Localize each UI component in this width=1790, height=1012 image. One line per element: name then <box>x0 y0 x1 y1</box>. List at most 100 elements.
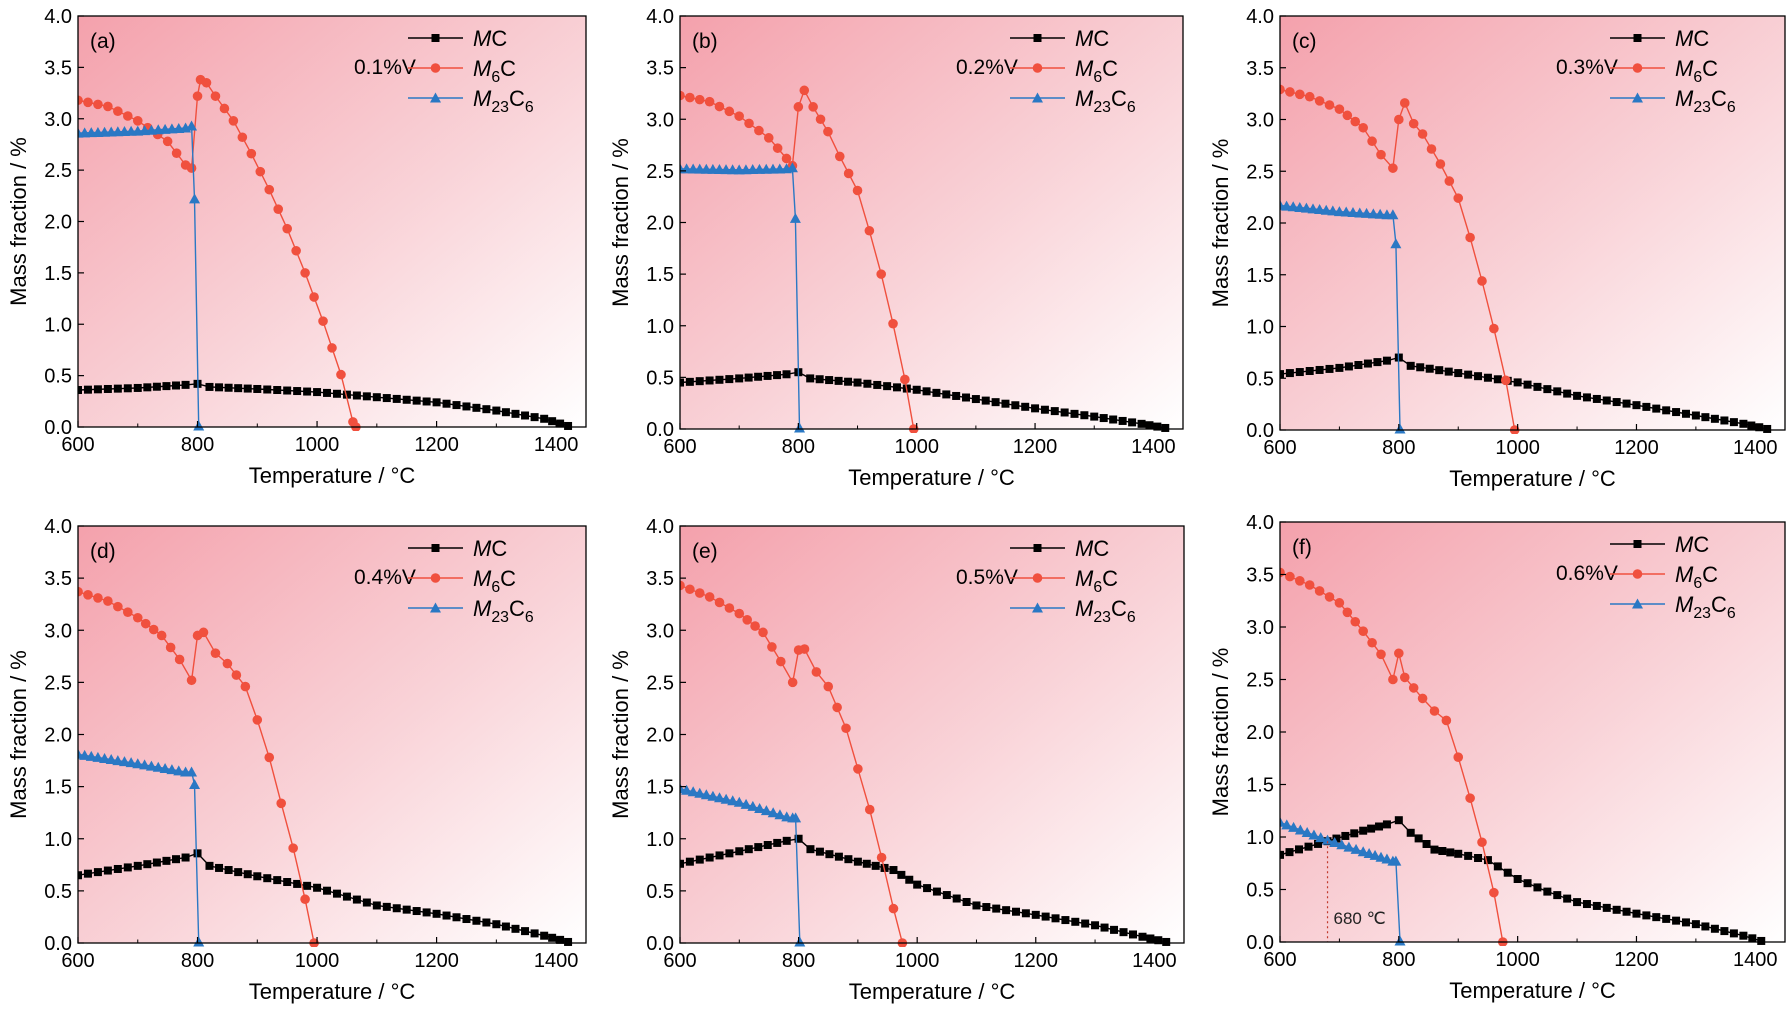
data-point-MC <box>392 904 401 913</box>
panel-label: (a) <box>90 30 116 53</box>
data-point-MC <box>342 390 351 399</box>
data-point-M6C <box>288 843 298 853</box>
data-point-MC <box>1081 919 1090 928</box>
data-point-M6C <box>1324 100 1335 110</box>
data-point-MC <box>1513 875 1522 883</box>
data-point-MC <box>1137 419 1146 428</box>
data-point-MC <box>1553 891 1562 900</box>
data-point-MC <box>815 847 824 856</box>
data-point-M6C <box>876 269 886 279</box>
data-point-M23C6 <box>687 786 699 797</box>
data-point-M6C <box>1350 116 1361 127</box>
data-point-MC <box>123 384 132 393</box>
data-point-M6C <box>1367 637 1377 648</box>
data-point-MC <box>293 387 302 396</box>
condition-label: 0.2%V <box>956 56 1018 79</box>
series-layer <box>78 74 573 431</box>
chart-panel-c: 600 800 1000 1200 1400 0.0 0.5 1.0 1.5 2.0 2.5 3.0 3… <box>1208 6 1786 491</box>
data-point-MC <box>1350 829 1359 838</box>
data-point-MC <box>452 913 461 922</box>
data-point-MC <box>1681 918 1690 927</box>
data-point-MC <box>1573 391 1582 400</box>
legend-label-M23C6: M23C6 <box>473 86 534 116</box>
data-point-MC <box>1563 894 1572 903</box>
data-point-MC <box>1652 404 1661 413</box>
data-point-MC <box>992 904 1001 913</box>
data-point-M6C <box>282 223 292 234</box>
data-point-M6C <box>1477 276 1487 286</box>
data-point-MC <box>825 850 834 859</box>
data-point-M6C <box>724 603 735 613</box>
y-tick-label: 3.5 <box>44 568 72 590</box>
data-point-M6C <box>1280 84 1285 95</box>
data-point-MC <box>695 377 704 386</box>
data-point-MC <box>1359 826 1368 835</box>
series-line-M6C <box>680 584 904 944</box>
data-point-M23C6 <box>132 758 144 769</box>
data-point-MC <box>1145 421 1154 430</box>
series-layer <box>1280 567 1766 946</box>
data-point-M6C <box>758 627 768 638</box>
y-tick-label: 4.0 <box>646 6 674 28</box>
data-point-M6C <box>843 168 854 179</box>
data-point-MC <box>889 866 898 875</box>
data-point-M23C6 <box>1390 855 1402 866</box>
data-point-MC <box>1662 914 1671 923</box>
data-point-M23C6 <box>193 936 205 947</box>
data-point-MC <box>1553 387 1562 396</box>
y-tick-label: 0.5 <box>44 881 72 903</box>
data-point-M23C6 <box>1375 851 1387 862</box>
y-tick-label: 1.5 <box>44 777 72 799</box>
y-tick-label: 2.5 <box>44 672 72 694</box>
data-point-MC <box>1474 854 1483 862</box>
data-point-MC <box>243 870 252 879</box>
data-point-MC <box>152 858 161 867</box>
data-point-MC <box>1454 369 1463 378</box>
data-point-M23C6 <box>794 422 806 433</box>
data-point-M6C <box>1342 607 1353 618</box>
data-point-MC <box>695 855 704 864</box>
data-point-MC <box>863 379 872 388</box>
y-axis-label: Mass fraction / % <box>1208 648 1233 817</box>
panel-label: (e) <box>692 540 718 563</box>
data-point-MC <box>293 879 302 888</box>
data-point-M23C6 <box>166 764 178 775</box>
data-point-MC <box>323 388 332 397</box>
data-point-M6C <box>240 681 251 692</box>
data-point-MC <box>680 859 684 868</box>
data-point-MC <box>283 386 292 395</box>
data-point-M6C <box>1376 149 1386 160</box>
data-point-MC <box>1739 419 1748 428</box>
data-point-MC <box>715 851 724 860</box>
data-point-M6C <box>900 374 910 385</box>
data-point-M23C6 <box>193 420 205 431</box>
chart-panel-d: 600 800 1000 1200 1400 0.0 0.5 1.0 1.5 2.0 2.5 3.0 3… <box>6 516 587 1004</box>
data-point-M6C <box>1465 793 1475 803</box>
data-point-M6C <box>772 143 783 153</box>
data-point-M23C6 <box>1322 834 1334 845</box>
x-tick-label: 1000 <box>894 436 939 458</box>
legend-marker-M23C6 <box>1632 598 1643 609</box>
data-point-MC <box>1099 414 1108 423</box>
data-point-MC <box>1314 839 1323 848</box>
data-point-MC <box>172 855 181 864</box>
data-point-MC <box>193 849 202 858</box>
data-point-M23C6 <box>92 751 104 762</box>
data-point-MC <box>735 847 744 856</box>
data-point-M6C <box>264 752 275 763</box>
data-point-M23C6 <box>1350 843 1362 854</box>
data-point-MC <box>1632 909 1641 918</box>
y-tick-label: 1.0 <box>1246 317 1274 339</box>
data-point-M23C6 <box>1281 200 1293 211</box>
data-point-MC <box>253 872 262 881</box>
data-point-MC <box>1031 404 1040 413</box>
data-point-M6C <box>750 621 760 631</box>
data-point-MC <box>1128 418 1137 427</box>
legend-label-M6C: M6C <box>473 56 516 86</box>
data-point-MC <box>1153 422 1162 431</box>
data-point-M6C <box>714 597 725 608</box>
x-tick-label: 800 <box>181 950 214 972</box>
data-point-MC <box>1592 901 1601 910</box>
data-point-MC <box>452 401 461 410</box>
